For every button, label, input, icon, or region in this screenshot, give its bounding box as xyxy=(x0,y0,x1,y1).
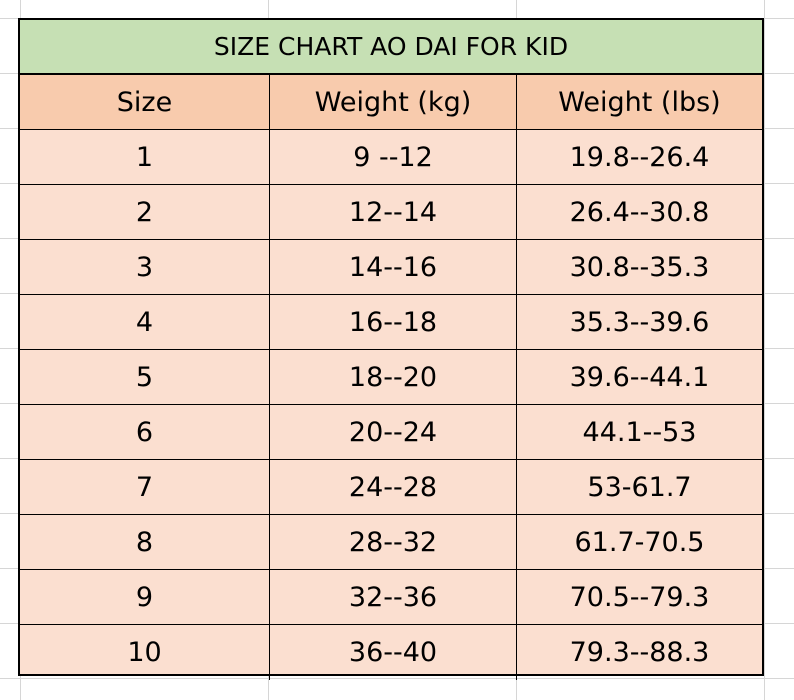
table-row: 7 24--28 53-61.7 xyxy=(20,460,762,515)
weight-kg-cell: 32--36 xyxy=(270,570,517,624)
table-row: 1 9 --12 19.8--26.4 xyxy=(20,130,762,185)
table-row: 4 16--18 35.3--39.6 xyxy=(20,295,762,350)
header-row: Size Weight (kg) Weight (lbs) xyxy=(20,75,762,130)
table-row: 10 36--40 79.3--88.3 xyxy=(20,625,762,680)
weight-kg-cell: 16--18 xyxy=(270,295,517,349)
size-cell: 4 xyxy=(20,295,270,349)
table-row: 6 20--24 44.1--53 xyxy=(20,405,762,460)
weight-kg-cell: 20--24 xyxy=(270,405,517,459)
size-cell: 8 xyxy=(20,515,270,569)
table-row: 8 28--32 61.7-70.5 xyxy=(20,515,762,570)
size-cell: 6 xyxy=(20,405,270,459)
weight-kg-cell: 14--16 xyxy=(270,240,517,294)
weight-lbs-cell: 79.3--88.3 xyxy=(569,637,710,668)
weight-kg-cell: 18--20 xyxy=(270,350,517,404)
header-weight-lbs: Weight (lbs) xyxy=(558,86,721,118)
size-cell: 1 xyxy=(20,130,270,184)
table-row: 3 14--16 30.8--35.3 xyxy=(20,240,762,295)
weight-kg-cell: 28--32 xyxy=(270,515,517,569)
size-cell: 2 xyxy=(20,185,270,239)
table-title: SIZE CHART AO DAI FOR KID xyxy=(20,20,762,75)
table-row: 9 32--36 70.5--79.3 xyxy=(20,570,762,625)
table-row: 5 18--20 39.6--44.1 xyxy=(20,350,762,405)
table-row: 2 12--14 26.4--30.8 xyxy=(20,185,762,240)
weight-lbs-cell: 19.8--26.4 xyxy=(569,141,710,173)
weight-lbs-cell: 39.6--44.1 xyxy=(569,361,710,393)
weight-lbs-cell: 53-61.7 xyxy=(587,471,692,503)
weight-lbs-cell: 30.8--35.3 xyxy=(569,251,710,283)
weight-lbs-cell: 35.3--39.6 xyxy=(569,306,710,338)
weight-lbs-cell: 61.7-70.5 xyxy=(574,526,705,558)
size-cell: 10 xyxy=(20,625,270,680)
size-chart-table: SIZE CHART AO DAI FOR KID Size Weight (k… xyxy=(18,18,764,680)
weight-kg-cell: 9 --12 xyxy=(270,130,517,184)
header-weight-kg: Weight (kg) xyxy=(270,75,517,129)
header-size: Size xyxy=(20,75,270,129)
size-cell: 7 xyxy=(20,460,270,514)
size-cell: 9 xyxy=(20,570,270,624)
weight-lbs-cell: 26.4--30.8 xyxy=(569,196,710,228)
size-cell: 5 xyxy=(20,350,270,404)
weight-kg-cell: 24--28 xyxy=(270,460,517,514)
weight-lbs-cell: 70.5--79.3 xyxy=(569,581,710,613)
weight-kg-cell: 36--40 xyxy=(270,625,517,680)
size-cell: 3 xyxy=(20,240,270,294)
weight-kg-cell: 12--14 xyxy=(270,185,517,239)
weight-lbs-cell: 44.1--53 xyxy=(582,416,697,448)
